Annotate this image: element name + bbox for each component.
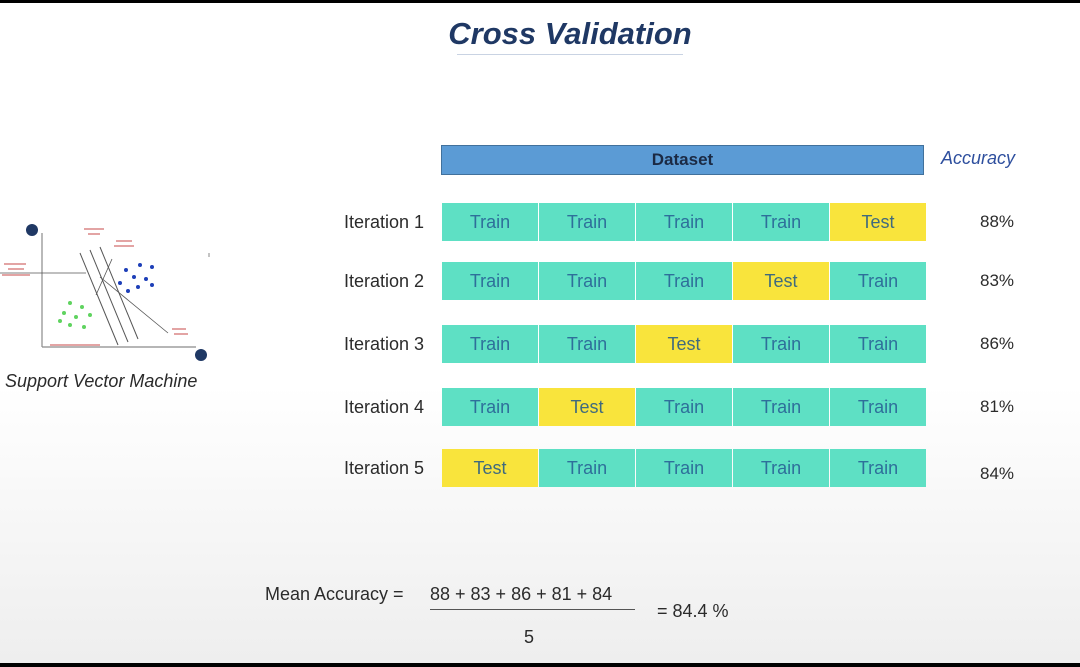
test-fold: Test bbox=[442, 449, 538, 487]
positive-points bbox=[118, 263, 154, 293]
train-fold: Train bbox=[539, 325, 635, 363]
x2-axis-marker bbox=[26, 224, 38, 236]
train-fold: Train bbox=[830, 262, 926, 300]
iteration-row-5: Iteration 5 Test Train Train Train Train… bbox=[320, 449, 1060, 487]
iteration-label: Iteration 5 bbox=[343, 457, 424, 478]
train-fold: Train bbox=[830, 388, 926, 426]
slide-title: Cross Validation bbox=[448, 16, 692, 51]
formula-denominator: 5 bbox=[524, 627, 535, 647]
train-fold: Train bbox=[636, 203, 732, 241]
iteration-row-2: Iteration 2 Train Train Train Test Train… bbox=[320, 262, 1060, 300]
train-fold: Train bbox=[442, 262, 538, 300]
fraction-line bbox=[430, 609, 635, 610]
test-fold: Test bbox=[830, 203, 926, 241]
svm-axes bbox=[41, 233, 196, 348]
train-fold: Train bbox=[539, 449, 635, 487]
iteration-row-1: Iteration 1 Train Train Train Train Test… bbox=[320, 203, 1060, 241]
train-fold: Train bbox=[636, 262, 732, 300]
train-fold: Train bbox=[442, 203, 538, 241]
negative-points bbox=[58, 301, 92, 329]
accuracy-value: 86% bbox=[979, 334, 1015, 353]
iteration-label: Iteration 4 bbox=[343, 396, 424, 417]
train-fold: Train bbox=[539, 203, 635, 241]
title-underline bbox=[457, 54, 683, 55]
svm-annotation-scribbles bbox=[2, 228, 188, 346]
svm-hyperplanes bbox=[79, 246, 139, 346]
dataset-header: Dataset bbox=[441, 145, 924, 175]
accuracy-value: 81% bbox=[979, 397, 1015, 416]
train-fold: Train bbox=[733, 449, 829, 487]
formula-result: = 84.4 % bbox=[657, 601, 729, 621]
test-fold: Test bbox=[636, 325, 732, 363]
train-fold: Train bbox=[733, 388, 829, 426]
mean-accuracy-label: Mean Accuracy = bbox=[265, 584, 404, 604]
train-fold: Train bbox=[733, 325, 829, 363]
train-fold: Train bbox=[636, 449, 732, 487]
iteration-label: Iteration 2 bbox=[343, 270, 424, 291]
iteration-label: Iteration 1 bbox=[343, 211, 424, 232]
train-fold: Train bbox=[442, 325, 538, 363]
iteration-row-4: Iteration 4 Train Test Train Train Train… bbox=[320, 388, 1060, 426]
train-fold: Train bbox=[539, 262, 635, 300]
slide: Cross Validation bbox=[0, 3, 1080, 663]
train-fold: Train bbox=[830, 449, 926, 487]
x1-axis-marker bbox=[195, 349, 207, 361]
train-fold: Train bbox=[636, 388, 732, 426]
dataset-label: Dataset bbox=[651, 150, 714, 169]
accuracy-value: 83% bbox=[979, 271, 1015, 290]
iteration-label: Iteration 3 bbox=[343, 333, 424, 354]
train-fold: Train bbox=[442, 388, 538, 426]
formula-numerator: 88 + 83 + 86 + 81 + 84 bbox=[430, 584, 613, 604]
test-fold: Test bbox=[733, 262, 829, 300]
svm-pointers bbox=[0, 258, 169, 334]
svm-caption: Support Vector Machine bbox=[5, 371, 198, 391]
train-fold: Train bbox=[830, 325, 926, 363]
train-fold: Train bbox=[733, 203, 829, 241]
accuracy-value: 84% bbox=[979, 464, 1015, 483]
iteration-row-3: Iteration 3 Train Train Test Train Train… bbox=[320, 325, 1060, 363]
accuracy-value: 88% bbox=[979, 212, 1015, 231]
svm-diagram bbox=[0, 224, 210, 361]
accuracy-header: Accuracy bbox=[941, 148, 1016, 168]
test-fold: Test bbox=[539, 388, 635, 426]
